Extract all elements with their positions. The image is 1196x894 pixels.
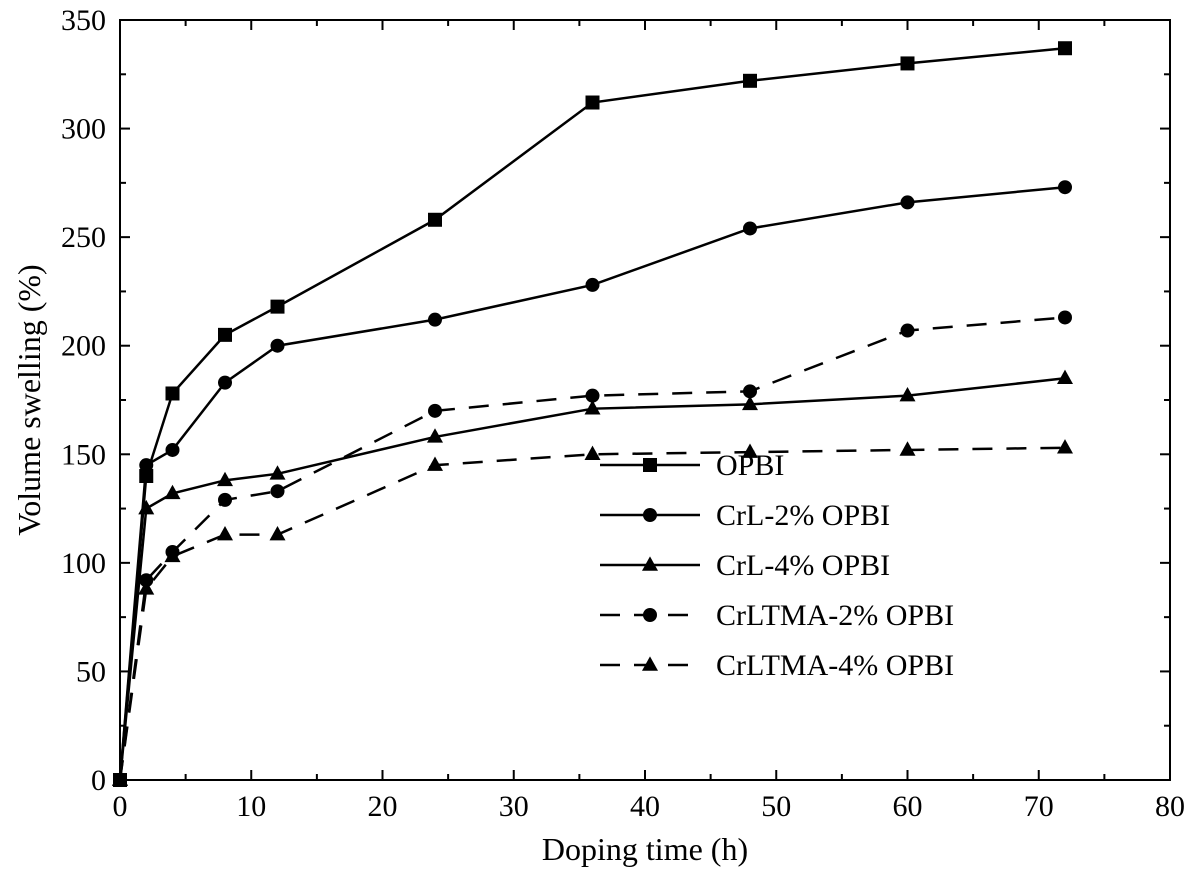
y-tick-label: 50 xyxy=(76,655,106,688)
x-tick-label: 40 xyxy=(630,790,660,823)
y-tick-label: 300 xyxy=(61,113,106,146)
x-tick-label: 0 xyxy=(113,790,128,823)
x-tick-label: 70 xyxy=(1024,790,1054,823)
chart-container: 0 10 20 30 40 50 60 70 80 0 50 100 150 200 250 300 350 Do… xyxy=(0,0,1196,894)
y-tick-label: 350 xyxy=(61,4,106,37)
y-tick-label: 250 xyxy=(61,221,106,254)
y-tick-label: 200 xyxy=(61,330,106,363)
legend-label-4: CrLTMA-4% OPBI xyxy=(716,649,954,682)
volume-swelling-chart: 0 10 20 30 40 50 60 70 80 0 50 100 150 200 250 300 350 Do… xyxy=(0,0,1196,894)
legend-label-1: CrL-2% OPBI xyxy=(716,499,890,532)
legend-label-0: OPBI xyxy=(716,449,784,482)
x-tick-label: 50 xyxy=(761,790,791,823)
y-tick-label: 100 xyxy=(61,547,106,580)
legend-label-2: CrL-4% OPBI xyxy=(716,549,890,582)
x-tick-label: 60 xyxy=(893,790,923,823)
x-axis-label: Doping time (h) xyxy=(542,831,748,867)
x-tick-label: 20 xyxy=(368,790,398,823)
x-tick-label: 30 xyxy=(499,790,529,823)
x-tick-label: 10 xyxy=(236,790,266,823)
x-tick-label: 80 xyxy=(1155,790,1185,823)
y-tick-label: 150 xyxy=(61,438,106,471)
y-tick-label: 0 xyxy=(91,764,106,797)
legend-label-3: CrLTMA-2% OPBI xyxy=(716,599,954,632)
y-axis-label: Volume swelling (%) xyxy=(11,264,47,535)
